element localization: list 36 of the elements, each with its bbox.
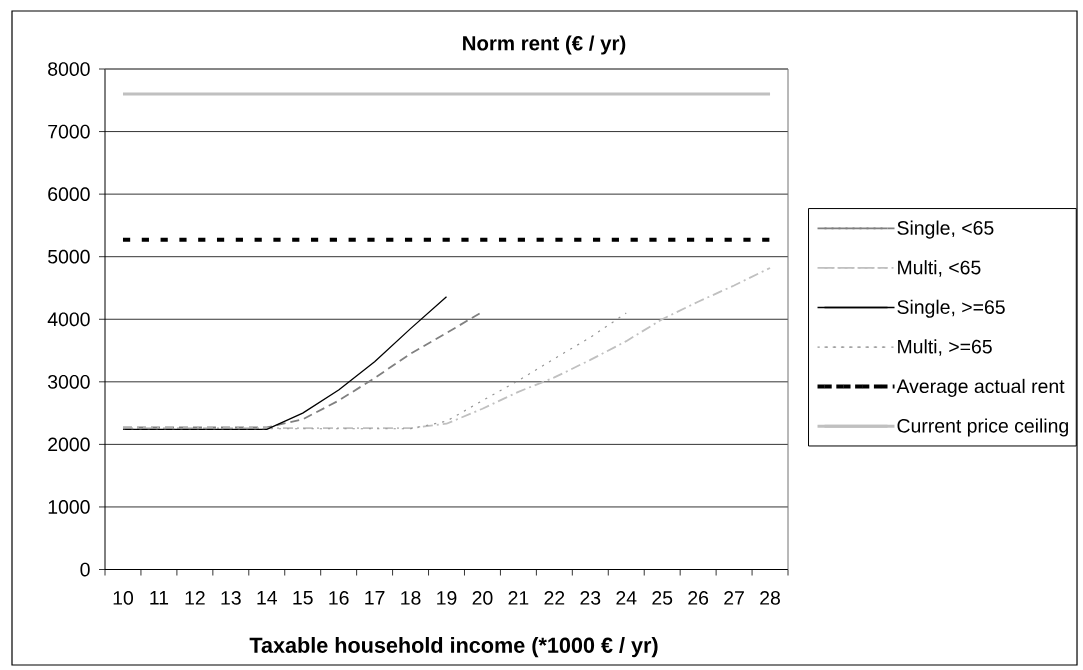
legend-label: Multi, >=65 — [898, 339, 992, 356]
x-tick-label: 20 — [472, 591, 493, 605]
y-tick-label: 7000 — [48, 124, 90, 139]
y-tick-label: 2000 — [48, 437, 90, 452]
x-axis-title: Taxable household income (*1000 € / yr) — [249, 637, 658, 658]
legend-label: Current price ceiling — [897, 418, 1068, 437]
x-tick-label: 13 — [221, 591, 241, 605]
x-tick-label: 10 — [113, 591, 134, 605]
x-tick-label: 14 — [257, 591, 277, 605]
x-tick-label: 17 — [365, 591, 385, 605]
legend-label: Average actual rent — [896, 378, 1065, 397]
x-tick-label: 16 — [329, 591, 349, 605]
y-tick-label: 4000 — [47, 312, 90, 327]
y-tick-label: 3000 — [48, 374, 90, 389]
legend-label: Single, >=65 — [897, 299, 1005, 318]
legend-label: Multi, <65 — [898, 260, 981, 277]
y-tick-label: 0 — [80, 562, 90, 577]
x-tick-label: 28 — [760, 591, 780, 605]
chart-title: Norm rent (€ / yr) — [463, 35, 626, 55]
x-tick-label: 15 — [293, 591, 313, 605]
legend-label: Single, <65 — [897, 220, 994, 239]
y-tick-label: 5000 — [48, 249, 90, 264]
y-tick-label: 8000 — [48, 62, 90, 76]
x-tick-label: 24 — [616, 591, 637, 605]
x-tick-label: 19 — [437, 591, 457, 605]
x-tick-label: 26 — [688, 591, 709, 605]
x-tick-label: 11 — [150, 591, 169, 605]
x-tick-label: 18 — [401, 591, 421, 605]
x-tick-label: 25 — [652, 591, 673, 605]
y-tick-label: 6000 — [48, 187, 90, 201]
x-tick-label: 12 — [185, 591, 205, 605]
x-tick-label: 23 — [580, 591, 601, 605]
x-tick-label: 21 — [508, 591, 529, 605]
x-tick-label: 27 — [724, 591, 744, 605]
y-tick-label: 1000 — [48, 500, 90, 514]
x-tick-label: 22 — [544, 591, 565, 605]
